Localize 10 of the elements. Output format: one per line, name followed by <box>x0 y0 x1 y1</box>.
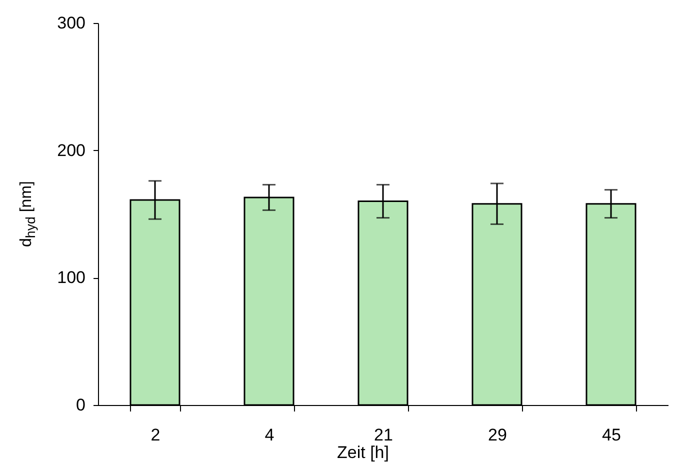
x-axis-title: Zeit [h] <box>337 443 389 462</box>
y-tick-label: 200 <box>57 140 86 160</box>
y-tick-label: 100 <box>57 268 86 288</box>
x-tick-label: 2 <box>150 426 160 444</box>
x-tick-label: 29 <box>488 426 507 444</box>
x-tick-label: 4 <box>264 426 274 444</box>
y-tick-label: 300 <box>57 14 86 32</box>
x-tick-label: 21 <box>374 426 393 444</box>
x-tick-label: 45 <box>602 426 621 444</box>
y-tick-label: 0 <box>76 396 86 414</box>
